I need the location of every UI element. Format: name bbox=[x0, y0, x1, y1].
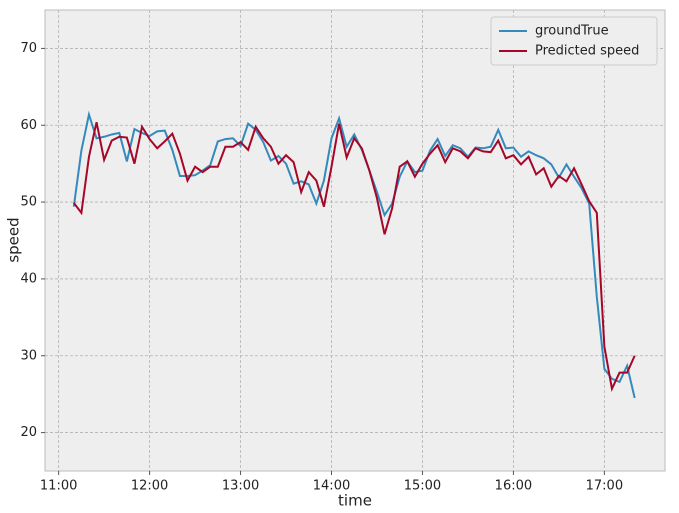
legend-label: groundTrue bbox=[535, 24, 609, 39]
series-line bbox=[73, 121, 636, 393]
y-tick-label: 30 bbox=[20, 348, 37, 363]
y-tick-label: 20 bbox=[20, 425, 37, 440]
x-tick-label: 16:00 bbox=[495, 479, 532, 494]
legend: groundTrue Predicted speed bbox=[490, 16, 658, 66]
x-tick-label: 17:00 bbox=[586, 479, 623, 494]
y-tick-label: 60 bbox=[20, 118, 37, 133]
x-tick-label: 15:00 bbox=[404, 479, 441, 494]
y-tick-label: 70 bbox=[20, 41, 37, 56]
legend-label: Predicted speed bbox=[535, 44, 639, 59]
legend-box bbox=[490, 16, 658, 66]
x-tick-label: 14:00 bbox=[313, 479, 350, 494]
series-line bbox=[72, 110, 636, 399]
y-tick-label: 50 bbox=[20, 195, 37, 210]
y-tick-label: 40 bbox=[20, 271, 37, 286]
x-axis-label: time bbox=[338, 492, 372, 510]
x-tick-label: 12:00 bbox=[131, 479, 168, 494]
x-tick-label: 13:00 bbox=[222, 479, 259, 494]
plot-area bbox=[44, 9, 666, 472]
y-axis-label: speed bbox=[5, 217, 23, 262]
x-tick-label: 11:00 bbox=[40, 479, 77, 494]
